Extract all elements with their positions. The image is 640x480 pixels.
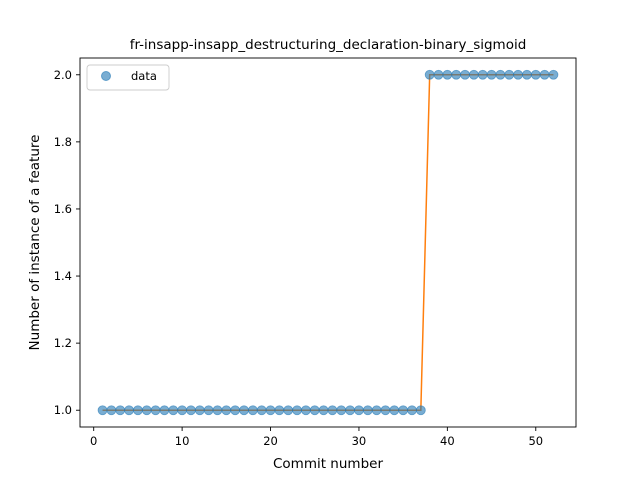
y-tick-label: 1.2 (54, 336, 72, 350)
data-point (354, 405, 364, 416)
x-tick-label: 50 (528, 434, 543, 448)
data-point (442, 69, 453, 80)
data-point (504, 69, 515, 80)
data-point (433, 69, 444, 80)
data-point (398, 405, 409, 416)
data-point (133, 405, 143, 416)
data-point (451, 69, 462, 80)
data-point (513, 69, 523, 80)
data-point (424, 69, 435, 80)
data-point (212, 405, 223, 416)
x-tick-label: 40 (440, 434, 455, 448)
data-point (203, 405, 214, 416)
data-point (265, 405, 276, 416)
data-point (477, 69, 488, 80)
x-axis-label: Commit number (273, 456, 383, 472)
plot-frame (79, 57, 577, 428)
legend-marker (101, 71, 111, 81)
data-point (124, 405, 134, 416)
y-axis-label: Number of instance of a feature (27, 135, 43, 351)
data-point (407, 405, 417, 416)
data-point (327, 405, 338, 416)
data-point (168, 405, 179, 416)
data-point (106, 405, 117, 416)
x-tick-label: 20 (263, 434, 278, 448)
data-point (150, 405, 161, 416)
data-point (186, 405, 196, 416)
x-tick-label: 10 (175, 434, 190, 448)
data-point (115, 405, 126, 416)
data-point (522, 69, 532, 80)
data-point (230, 405, 241, 416)
x-tick-label: 0 (90, 434, 97, 448)
y-tick-label: 1.4 (54, 269, 72, 283)
data-point (141, 405, 152, 416)
data-point (336, 405, 347, 416)
data-point (548, 69, 559, 80)
x-tick-label: 30 (352, 434, 367, 448)
data-point (468, 69, 479, 80)
data-point (300, 405, 311, 416)
data-point (539, 69, 550, 80)
data-point (318, 405, 329, 416)
y-tick-label: 1.0 (54, 403, 72, 417)
data-point (239, 405, 249, 416)
data-point (415, 405, 426, 416)
ticks-layer: 0 10 20 30 40 50 1.0 1.2 1.4 1.6 1.8 2.0 (54, 68, 543, 448)
data-point (97, 405, 108, 416)
y-tick-label: 1.6 (54, 202, 72, 216)
data-point (530, 69, 541, 80)
legend: data (86, 64, 170, 91)
data-point (177, 405, 188, 416)
plot-layer (97, 69, 559, 416)
data-point (495, 69, 506, 80)
y-tick-label: 2.0 (54, 68, 72, 82)
data-point (247, 405, 258, 416)
legend-label-data: data (131, 69, 157, 83)
data-point (362, 405, 373, 416)
y-tick-label: 1.8 (54, 135, 72, 149)
data-point (292, 405, 302, 416)
data-point (371, 405, 382, 416)
data-point (274, 405, 285, 416)
data-point (159, 405, 170, 416)
data-point (194, 405, 205, 416)
data-point (460, 69, 470, 80)
data-point (283, 405, 294, 416)
data-point (221, 405, 232, 416)
data-point (389, 405, 400, 416)
data-point (309, 405, 320, 416)
data-point (345, 405, 356, 416)
data-point (256, 405, 267, 416)
data-point (486, 69, 497, 80)
data-point (380, 405, 391, 416)
chart-title: fr-insapp-insapp_destructuring_declarati… (130, 37, 527, 53)
